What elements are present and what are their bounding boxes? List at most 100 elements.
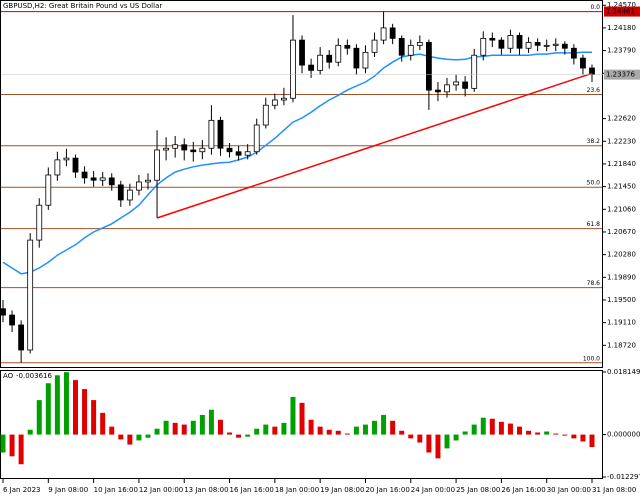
- indicator-bar: [109, 426, 115, 435]
- y-tick-label: 1.19110: [607, 319, 636, 327]
- indicator-bar: [589, 434, 595, 448]
- candle-body: [516, 35, 523, 49]
- candle-body: [308, 64, 314, 71]
- candle-body: [36, 204, 43, 241]
- indicator-bar: [399, 430, 405, 435]
- y-tick-label: 1.22620: [607, 115, 636, 123]
- candle-body: [389, 27, 396, 39]
- indicator-name: AO: [3, 372, 14, 380]
- indicator-bar: [326, 429, 332, 435]
- candle-body: [398, 37, 405, 56]
- chart-title: GBPUSD,H2: Great Britain Pound vs US Dol…: [3, 2, 162, 10]
- indicator-bar: [163, 420, 169, 435]
- indicator-bar: [136, 434, 142, 441]
- candle-body: [262, 104, 269, 126]
- candle-body: [9, 314, 15, 326]
- indicator-bar: [417, 434, 423, 443]
- trendline: [156, 72, 593, 219]
- fib-label: 100.0: [583, 355, 600, 362]
- candle-body: [380, 27, 387, 41]
- indicator-y-tick-label: 0.000000: [607, 431, 640, 439]
- candle-body: [534, 42, 541, 46]
- candle-body: [190, 149, 197, 153]
- indicator-bar: [82, 389, 88, 435]
- candle-body: [299, 39, 305, 66]
- indicator-bar: [254, 428, 260, 435]
- candle-body: [290, 39, 296, 99]
- indicator-bar: [344, 433, 350, 435]
- fib-label: 38.2: [587, 138, 601, 145]
- indicator-bar: [154, 428, 160, 435]
- candle-body: [271, 99, 278, 106]
- last-price-box: [604, 69, 640, 80]
- candle-body: [281, 97, 287, 101]
- main-panel-frame: [0, 0, 603, 368]
- candle-body: [81, 171, 88, 179]
- candle-body: [462, 81, 469, 89]
- indicator-bar: [18, 434, 24, 465]
- indicator-current: -0.003616: [16, 372, 52, 380]
- x-tick-label: 18 Jan 00:00: [275, 486, 319, 494]
- candle-body: [163, 147, 170, 151]
- indicator-bar: [308, 419, 314, 435]
- candle-body: [235, 151, 242, 156]
- indicator-bar: [426, 434, 432, 453]
- indicator-bar: [145, 434, 151, 438]
- y-tick-label: 1.18720: [607, 341, 636, 349]
- candle-body: [181, 144, 188, 151]
- candle-body: [63, 157, 70, 161]
- indicator-bar: [63, 372, 69, 435]
- y-tick-label: 1.21450: [607, 183, 636, 191]
- indicator-bar: [172, 422, 178, 435]
- indicator-bar: [199, 414, 205, 435]
- candle-body: [435, 89, 441, 93]
- indicator-bar: [0, 434, 6, 453]
- indicator-y-tick-label: -0.012297: [607, 473, 640, 481]
- candle-body: [407, 44, 414, 56]
- candle-body: [416, 42, 423, 46]
- indicator-bar: [535, 432, 541, 435]
- x-tick-label: 10 Jan 16:00: [94, 486, 138, 494]
- indicator-bar: [453, 434, 459, 441]
- candle-body: [552, 43, 559, 46]
- candle-body: [425, 42, 432, 91]
- indicator-bar: [181, 424, 187, 435]
- candle-body: [561, 43, 568, 49]
- indicator-bar: [236, 434, 242, 438]
- indicator-bar: [263, 424, 269, 435]
- last-price-label: 1.23376: [606, 71, 635, 79]
- x-tick-label: 19 Jan 08:00: [320, 486, 364, 494]
- candle-body: [90, 177, 97, 181]
- indicator-bar: [562, 434, 568, 436]
- indicator-bar: [553, 433, 559, 435]
- fib-label: 0.0: [590, 4, 600, 11]
- high-marker-box: [604, 6, 640, 17]
- indicator-bar: [127, 434, 133, 445]
- candle-body: [244, 151, 251, 156]
- indicator-bar: [580, 434, 586, 442]
- candle-body: [326, 54, 333, 63]
- x-tick-label: 6 Jan 2023: [3, 486, 41, 494]
- indicator-bar: [571, 434, 577, 439]
- candle-body: [580, 57, 586, 69]
- candle-body: [507, 35, 514, 49]
- indicator-bar: [489, 418, 495, 435]
- candle-body: [172, 144, 179, 149]
- indicator-bar: [526, 430, 532, 435]
- indicator-bar: [100, 412, 106, 435]
- indicator-bar: [91, 400, 97, 435]
- indicator-bar: [390, 420, 396, 435]
- candle-body: [362, 51, 369, 69]
- y-tick-label: 1.23790: [607, 47, 636, 55]
- y-tick-label: 1.22230: [607, 137, 636, 145]
- y-tick-label: 1.21840: [607, 160, 636, 168]
- indicator-bar: [462, 431, 468, 435]
- y-tick-label: 1.19500: [607, 296, 636, 304]
- x-tick-label: 20 Jan 16:00: [365, 486, 409, 494]
- candle-body: [18, 324, 25, 351]
- y-tick-label: 1.21060: [607, 205, 636, 213]
- indicator-bar: [45, 383, 51, 435]
- candle-body: [480, 37, 487, 56]
- indicator-bar: [272, 426, 278, 435]
